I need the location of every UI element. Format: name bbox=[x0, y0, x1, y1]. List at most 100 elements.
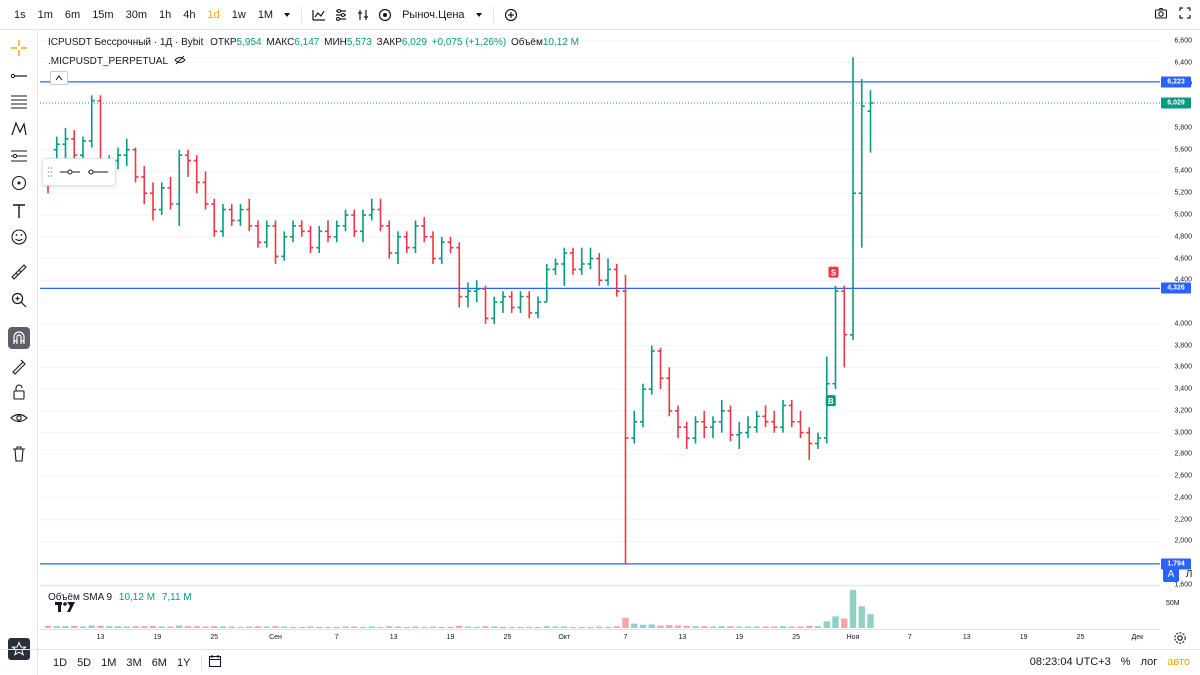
volume-bar bbox=[674, 625, 682, 628]
volume-bar bbox=[298, 626, 305, 628]
lock-icon[interactable] bbox=[9, 382, 29, 402]
price-badge: 6,223 bbox=[1161, 76, 1191, 88]
price-axis[interactable]: 6,6006,4006,2005,8005,6005,4005,2005,000… bbox=[1160, 30, 1200, 630]
time-tick-label: 19 bbox=[1019, 634, 1028, 641]
timeframe-30m[interactable]: 30m bbox=[125, 8, 147, 21]
price-chart[interactable]: SB bbox=[40, 30, 1160, 630]
hide-eye-icon[interactable] bbox=[174, 55, 186, 68]
timeframe-4h[interactable]: 4h bbox=[183, 8, 196, 21]
gear-icon[interactable] bbox=[1173, 631, 1187, 650]
indicators-icon[interactable] bbox=[330, 8, 352, 22]
log-scale-toggle[interactable]: лог bbox=[1140, 656, 1158, 668]
volume-bar bbox=[499, 626, 507, 628]
compare-icon[interactable] bbox=[352, 8, 374, 22]
fullscreen-icon[interactable] bbox=[1178, 6, 1192, 23]
price-type-select[interactable]: Рыноч.Цена bbox=[402, 8, 465, 21]
volume-bar bbox=[114, 626, 122, 628]
auto-scale-toggle[interactable]: авто bbox=[1167, 656, 1190, 668]
volume-bar bbox=[211, 626, 218, 628]
timeframe-1s[interactable]: 1s bbox=[14, 8, 26, 21]
volume-bar bbox=[814, 626, 822, 628]
forecast-icon[interactable] bbox=[9, 146, 29, 166]
price-tick-label: 5,200 bbox=[1174, 189, 1192, 197]
timeframe-15m[interactable]: 15m bbox=[92, 8, 114, 21]
volume-bar bbox=[797, 626, 804, 628]
time-tick-label: 13 bbox=[678, 634, 687, 641]
volume-bar bbox=[53, 626, 60, 628]
timeframe-1m[interactable]: 1m bbox=[37, 8, 53, 21]
volume-bar bbox=[272, 626, 279, 628]
range-5d[interactable]: 5D bbox=[77, 656, 92, 669]
clock-timezone[interactable]: 08:23:04 UTC+3 bbox=[1029, 656, 1111, 668]
range-1m[interactable]: 1M bbox=[101, 656, 117, 669]
sell-marker[interactable] bbox=[828, 266, 839, 278]
percent-scale-button[interactable]: % bbox=[1120, 656, 1131, 668]
brush-icon[interactable] bbox=[9, 173, 29, 193]
price-tick-label: 3,600 bbox=[1174, 363, 1192, 371]
volume-bar bbox=[569, 626, 577, 628]
trend-line-icon[interactable] bbox=[9, 66, 29, 86]
volume-bar bbox=[683, 625, 690, 628]
chevron-down-icon[interactable] bbox=[471, 11, 487, 19]
price-tick-label: 5,800 bbox=[1174, 124, 1192, 132]
timeframe-1d[interactable]: 1d bbox=[207, 8, 220, 21]
magnet-icon[interactable] bbox=[8, 327, 30, 349]
volume-sma-label[interactable]: Объём SMA 9 bbox=[48, 592, 113, 603]
bottom-divider bbox=[201, 654, 203, 671]
volume-bar bbox=[149, 625, 157, 628]
drag-handle-icon[interactable] bbox=[47, 166, 53, 178]
volume-bar bbox=[692, 626, 699, 628]
crosshair-icon[interactable] bbox=[9, 38, 29, 58]
camera-icon[interactable] bbox=[1154, 6, 1168, 23]
time-axis[interactable]: 13 19 25 Сен 7 13 19 25 Окт 7 13 19 25 Ноя 7 13 19 25 Дек bbox=[40, 629, 1160, 649]
price-tick-label: 4,600 bbox=[1174, 255, 1192, 263]
timeframe-1w[interactable]: 1w bbox=[231, 8, 246, 21]
range-1d[interactable]: 1D bbox=[53, 656, 68, 669]
symbol-title[interactable]: ICPUSDT Бессрочный · 1Д · Bybit bbox=[48, 37, 204, 48]
collapse-legend-button[interactable] bbox=[50, 71, 68, 85]
timeframe-1h[interactable]: 1h bbox=[159, 8, 172, 21]
text-tool-icon[interactable] bbox=[9, 201, 29, 221]
auto-scale-button[interactable]: A bbox=[1163, 566, 1179, 582]
volume-bar bbox=[727, 626, 734, 628]
price-tick-label: 6,600 bbox=[1174, 37, 1192, 45]
chart-type-icon[interactable] bbox=[308, 8, 330, 22]
time-tick-label: 19 bbox=[735, 634, 744, 641]
timeframe-6m[interactable]: 6m bbox=[64, 8, 81, 21]
range-3m[interactable]: 3M bbox=[126, 656, 142, 669]
top-toolbar: 1s 1m 6m 15m 30m 1h 4h 1d 1w 1M Рыноч.Це… bbox=[0, 0, 1200, 30]
toolbar-divider bbox=[492, 6, 494, 23]
volume-bar bbox=[832, 616, 839, 628]
add-plus-icon[interactable] bbox=[500, 8, 522, 22]
trash-icon[interactable] bbox=[9, 444, 29, 464]
timeframe-1M[interactable]: 1M bbox=[257, 8, 274, 21]
volume-bar bbox=[254, 626, 262, 628]
pattern-icon[interactable] bbox=[9, 119, 29, 139]
buy-marker[interactable] bbox=[825, 395, 836, 407]
subsymbol-label[interactable]: .MICPUSDT_PERPETUAL bbox=[48, 56, 169, 67]
line-width-icon[interactable] bbox=[87, 168, 109, 176]
price-tick-label: 2,200 bbox=[1174, 516, 1192, 524]
volume-bar bbox=[666, 625, 673, 628]
time-tick-label: Ноя bbox=[846, 634, 860, 641]
line-style-icon[interactable] bbox=[59, 168, 81, 176]
emoji-icon[interactable] bbox=[9, 227, 29, 247]
volume-bar bbox=[762, 626, 769, 628]
subsymbol-row: .MICPUSDT_PERPETUAL bbox=[48, 55, 186, 68]
chevron-down-icon[interactable] bbox=[279, 11, 295, 19]
log-scale-button[interactable]: Л bbox=[1185, 568, 1193, 580]
ruler-icon[interactable] bbox=[9, 262, 29, 282]
range-1y[interactable]: 1Y bbox=[176, 656, 191, 669]
zoom-icon[interactable] bbox=[9, 290, 29, 310]
volume-bar bbox=[97, 625, 104, 628]
date-range-icon[interactable] bbox=[208, 654, 222, 671]
fib-retracement-icon[interactable] bbox=[9, 92, 29, 112]
lock-drawing-icon[interactable] bbox=[9, 356, 29, 376]
open-label: ОТКР bbox=[210, 37, 237, 48]
range-6m[interactable]: 6M bbox=[151, 656, 167, 669]
volume-bar bbox=[307, 626, 314, 628]
time-tick-label: 25 bbox=[1076, 634, 1085, 641]
eye-icon[interactable] bbox=[9, 408, 29, 428]
volume-bar bbox=[421, 626, 428, 628]
